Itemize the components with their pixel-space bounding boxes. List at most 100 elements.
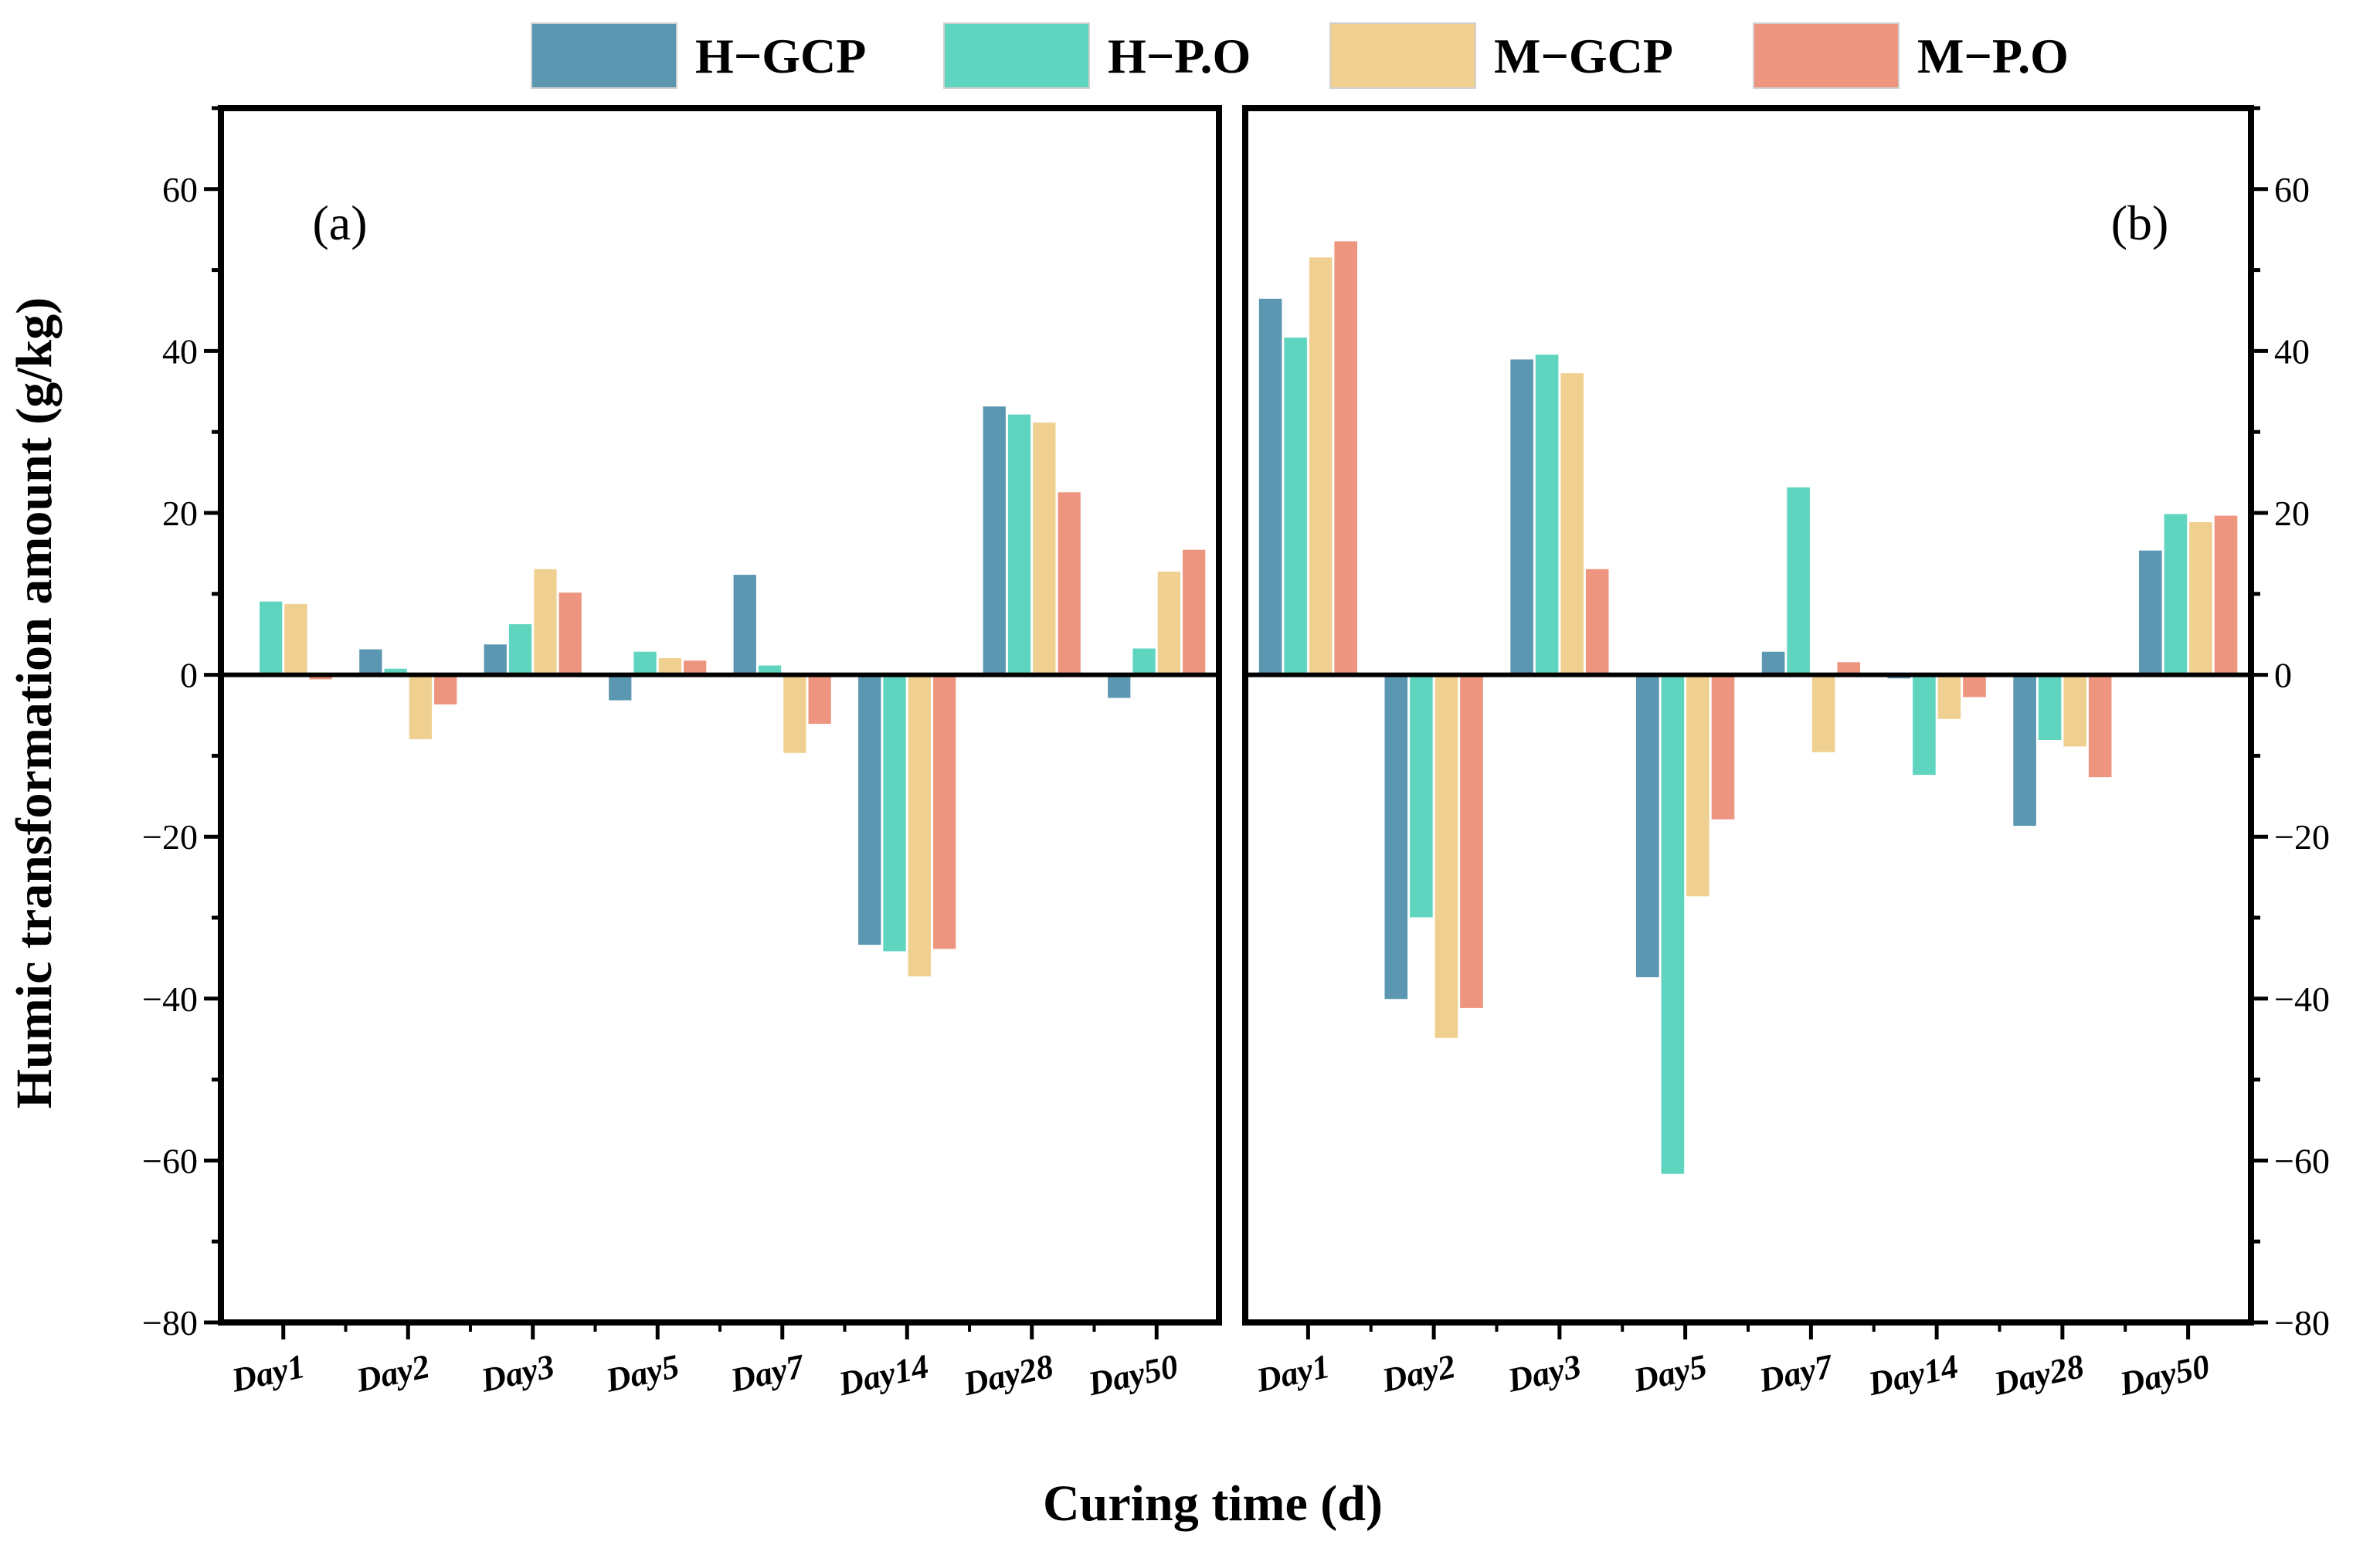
bar-a-Day5-s0 xyxy=(608,674,633,701)
x-tick-label-1-Day5: Day5 xyxy=(1629,1347,1709,1400)
x-tick-label-0-Day14: Day14 xyxy=(834,1347,932,1404)
bar-a-Day50-s3 xyxy=(1182,548,1207,676)
bar-a-Day50-s2 xyxy=(1156,571,1181,676)
x-tick-label-0-Day5: Day5 xyxy=(602,1347,682,1400)
bar-a-Day28-s2 xyxy=(1032,422,1057,676)
bar-a-Day50-s1 xyxy=(1132,647,1156,676)
y-tick-label-0-20: 20 xyxy=(162,494,198,533)
x-tick-label-0-Day7: Day7 xyxy=(726,1346,808,1399)
x-tick-label-1-Day7: Day7 xyxy=(1755,1346,1837,1399)
y-axis-title: Humic transformation amount (g/kg) xyxy=(6,297,63,1108)
y-tick-label-1--60: −60 xyxy=(2274,1141,2330,1180)
y-tick-label-1-0: 0 xyxy=(2274,656,2292,695)
bar-b-Day7-s1 xyxy=(1786,487,1811,676)
bar-a-Day5-s2 xyxy=(657,657,683,676)
bar-a-Day1-s2 xyxy=(283,603,308,676)
bar-b-Day2-s1 xyxy=(1409,674,1434,918)
y-tick-label-1-40: 40 xyxy=(2274,331,2310,371)
bar-a-Day28-s1 xyxy=(1007,413,1032,676)
bar-a-Day3-s3 xyxy=(558,592,582,676)
bar-a-Day14-s3 xyxy=(932,674,957,950)
bar-a-Day7-s2 xyxy=(783,674,807,754)
bar-b-Day3-s3 xyxy=(1584,568,1610,676)
bar-b-Day28-s0 xyxy=(2012,674,2037,827)
bar-b-Day1-s3 xyxy=(1333,240,1359,676)
bar-b-Day7-s0 xyxy=(1760,650,1786,676)
bar-b-Day7-s2 xyxy=(1811,674,1836,753)
bar-b-Day50-s1 xyxy=(2163,513,2188,676)
x-tick-label-1-Day2: Day2 xyxy=(1378,1347,1458,1400)
y-tick-label-1--40: −40 xyxy=(2274,979,2330,1019)
bar-a-Day14-s2 xyxy=(907,674,932,977)
bar-b-Day5-s1 xyxy=(1660,674,1686,1175)
x-tick-label-0-Day2: Day2 xyxy=(352,1347,433,1400)
x-tick-label-0-Day28: Day28 xyxy=(959,1347,1057,1404)
bar-b-Day1-s2 xyxy=(1308,256,1333,676)
bar-a-Day7-s0 xyxy=(732,574,757,676)
bar-b-Day3-s1 xyxy=(1534,354,1560,676)
bar-b-Day14-s2 xyxy=(1937,674,1962,720)
legend-label-0: H−GCP xyxy=(695,29,866,83)
bar-b-Day2-s2 xyxy=(1434,674,1459,1039)
bar-a-Day28-s0 xyxy=(982,406,1007,676)
y-tick-label-1--20: −20 xyxy=(2274,817,2330,857)
legend-swatch-3 xyxy=(1753,22,1900,89)
x-tick-label-1-Day3: Day3 xyxy=(1504,1347,1584,1400)
legend-label-3: M−P.O xyxy=(1917,29,2069,83)
bar-a-Day2-s2 xyxy=(408,674,433,740)
y-tick-label-0--20: −20 xyxy=(142,817,198,857)
panel-b: −80 −60 −40 −20 0 20 40 60 Day1 Day2 Day3 Day5 Day7 D… xyxy=(1242,105,2330,1404)
bar-b-Day5-s2 xyxy=(1686,674,1710,898)
y-tick-label-0--60: −60 xyxy=(142,1141,198,1180)
bar-a-Day14-s0 xyxy=(857,674,882,946)
bar-b-Day1-s0 xyxy=(1258,297,1283,676)
y-tick-label-0-40: 40 xyxy=(162,331,198,371)
bar-b-Day2-s0 xyxy=(1384,674,1409,1000)
bar-a-Day50-s0 xyxy=(1107,674,1132,699)
panel-a: −80 −60 −40 −20 0 20 40 60 Day1 Day2 Day3 Day5 Day7 D… xyxy=(142,105,1222,1404)
bar-a-Day5-s1 xyxy=(633,650,657,676)
bar-b-Day28-s1 xyxy=(2037,674,2063,741)
y-tick-label-0--80: −80 xyxy=(142,1303,198,1343)
bar-b-Day2-s3 xyxy=(1459,674,1484,1009)
bar-b-Day50-s3 xyxy=(2213,514,2239,676)
legend-swatch-0 xyxy=(531,22,677,89)
x-tick-label-1-Day28: Day28 xyxy=(1990,1347,2087,1404)
x-tick-label-1-Day1: Day1 xyxy=(1252,1347,1333,1400)
bar-b-Day28-s3 xyxy=(2087,674,2113,779)
legend-label-1: H−P.O xyxy=(1108,29,1251,83)
bar-b-Day28-s2 xyxy=(2063,674,2087,748)
plot-frame-0 xyxy=(218,105,1222,1326)
x-tick-label-1-Day50: Day50 xyxy=(2116,1347,2213,1404)
bar-a-Day28-s3 xyxy=(1057,491,1081,676)
panel-label-0: (a) xyxy=(312,195,367,250)
bar-a-Day1-s1 xyxy=(259,600,283,676)
bar-b-Day3-s2 xyxy=(1560,372,1585,676)
bar-a-Day3-s2 xyxy=(533,568,558,676)
panel-label-1: (b) xyxy=(2111,195,2169,250)
y-tick-label-0-0: 0 xyxy=(180,656,198,695)
legend-swatch-2 xyxy=(1329,22,1476,89)
x-axis-title: Curing time (d) xyxy=(1043,1475,1383,1532)
x-tick-label-0-Day3: Day3 xyxy=(477,1347,557,1400)
bar-b-Day14-s3 xyxy=(1962,674,1987,698)
bar-a-Day14-s1 xyxy=(882,674,907,952)
bar-a-Day2-s3 xyxy=(433,674,458,705)
y-tick-label-0-60: 60 xyxy=(162,170,198,209)
y-tick-label-0--40: −40 xyxy=(142,979,198,1019)
bar-b-Day50-s2 xyxy=(2188,521,2213,676)
bar-a-Day3-s1 xyxy=(508,623,533,676)
x-tick-label-0-Day1: Day1 xyxy=(227,1347,307,1400)
bar-b-Day14-s1 xyxy=(1912,674,1937,776)
x-tick-label-0-Day50: Day50 xyxy=(1084,1347,1181,1404)
bar-a-Day2-s0 xyxy=(358,648,383,676)
bar-a-Day7-s3 xyxy=(807,674,832,725)
bar-b-Day1-s1 xyxy=(1283,337,1308,676)
bar-b-Day3-s0 xyxy=(1509,358,1534,676)
y-tick-label-1--80: −80 xyxy=(2274,1303,2330,1343)
y-tick-label-1-60: 60 xyxy=(2274,170,2310,209)
x-tick-label-1-Day14: Day14 xyxy=(1864,1347,1961,1404)
y-tick-label-1-20: 20 xyxy=(2274,494,2310,533)
bar-a-Day3-s0 xyxy=(483,643,508,676)
